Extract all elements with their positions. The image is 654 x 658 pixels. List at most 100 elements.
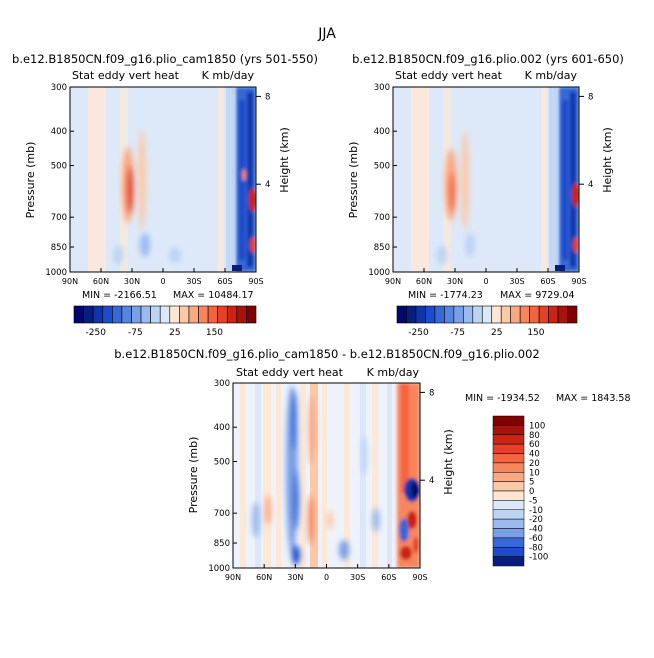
colorbar-label: -5 bbox=[529, 496, 537, 506]
colorbar-swatch bbox=[500, 305, 511, 324]
colorbar-label: -250 bbox=[408, 328, 429, 338]
colorbar-label: -10 bbox=[529, 506, 543, 516]
latitude-tick-label: 90N bbox=[225, 573, 241, 582]
colorbar-swatch bbox=[529, 305, 540, 324]
panel-1-max-label: MAX = 10484.17 bbox=[173, 290, 254, 301]
colorbar-swatch bbox=[434, 305, 445, 324]
panel-3-subtitle-right: K mb/day bbox=[367, 366, 420, 379]
height-tick-label: 8 bbox=[429, 388, 434, 398]
colorbar-swatch bbox=[444, 305, 455, 324]
colorbar-swatch bbox=[121, 305, 132, 324]
panel-1-colorbar: -250 -75 25 150 bbox=[73, 305, 257, 338]
latitude-tick-label: 90N bbox=[385, 277, 401, 286]
colorbar-label: 5 bbox=[529, 478, 534, 488]
latitude-tick-label: 90S bbox=[412, 573, 427, 582]
panel-1-subtitle-left: Stat eddy vert heat bbox=[72, 69, 180, 82]
panel-2-y2label: Height (km) bbox=[601, 127, 614, 193]
colorbar-label: -250 bbox=[86, 328, 107, 338]
pressure-tick-label: 300 bbox=[374, 83, 390, 93]
latitude-tick-label: 30S bbox=[509, 277, 524, 286]
panel-3-min-label: MIN = -1934.52 bbox=[465, 393, 540, 404]
height-tick-label: 8 bbox=[265, 92, 270, 102]
colorbar-swatch bbox=[481, 305, 493, 324]
colorbar-swatch bbox=[169, 305, 180, 324]
pressure-tick-label: 700 bbox=[214, 509, 230, 519]
pressure-tick-label: 300 bbox=[214, 379, 230, 389]
latitude-tick-label: 90S bbox=[571, 277, 586, 286]
colorbar-swatch bbox=[463, 305, 474, 324]
colorbar-swatch bbox=[492, 537, 525, 548]
colorbar-swatch bbox=[492, 518, 525, 529]
colorbar-label: 10 bbox=[529, 468, 540, 478]
panel-1-ylabel: Pressure (mb) bbox=[24, 142, 37, 219]
colorbar-swatch bbox=[425, 305, 436, 324]
panel-2-title: b.e12.B1850CN.f09_g16.plio.002 (yrs 601-… bbox=[352, 52, 624, 66]
colorbar-swatch bbox=[179, 305, 190, 324]
pressure-tick-label: 400 bbox=[214, 423, 230, 433]
pressure-tick-label: 500 bbox=[374, 161, 390, 171]
panel-1-title: b.e12.B1850CN.f09_g16.plio_cam1850 (yrs … bbox=[12, 52, 318, 66]
panel-2-subtitle-left: Stat eddy vert heat bbox=[395, 69, 503, 82]
colorbar-swatch bbox=[472, 305, 483, 324]
panel-2-subtitle-right: K mb/day bbox=[525, 69, 578, 82]
panel-2-ylabel: Pressure (mb) bbox=[347, 142, 360, 219]
latitude-tick-label: 90N bbox=[62, 277, 78, 286]
height-tick-label: 8 bbox=[588, 92, 593, 102]
latitude-tick-label: 30N bbox=[287, 573, 303, 582]
panel-2-min-label: MIN = -1774.23 bbox=[408, 290, 483, 301]
colorbar-label: -75 bbox=[128, 328, 143, 338]
panel-1-y2label: Height (km) bbox=[278, 127, 291, 193]
latitude-tick-label: 60S bbox=[381, 573, 396, 582]
colorbar-label: -60 bbox=[529, 534, 543, 544]
latitude-tick-label: 60S bbox=[540, 277, 555, 286]
pressure-tick-label: 850 bbox=[374, 243, 390, 253]
height-tick-label: 4 bbox=[429, 476, 434, 486]
height-tick-label: 4 bbox=[588, 180, 593, 190]
pressure-tick-label: 1000 bbox=[368, 268, 390, 278]
colorbar-swatch bbox=[159, 305, 171, 324]
latitude-tick-label: 90S bbox=[248, 277, 263, 286]
panel-2-colorbar: -250 -75 25 150 bbox=[396, 305, 578, 338]
pressure-tick-label: 300 bbox=[51, 83, 67, 93]
colorbar-swatch bbox=[246, 305, 257, 324]
latitude-tick-label: 30S bbox=[350, 573, 365, 582]
colorbar-label: 100 bbox=[529, 421, 545, 431]
latitude-tick-label: 0 bbox=[160, 277, 165, 286]
colorbar-label: 150 bbox=[206, 328, 223, 338]
pressure-tick-label: 700 bbox=[374, 213, 390, 223]
latitude-tick-label: 60N bbox=[416, 277, 432, 286]
colorbar-swatch bbox=[538, 305, 549, 324]
colorbar-swatch bbox=[548, 305, 559, 324]
colorbar-swatch bbox=[492, 434, 525, 445]
colorbar-swatch bbox=[492, 453, 525, 464]
colorbar-label: -20 bbox=[529, 515, 543, 525]
colorbar-swatch bbox=[491, 305, 502, 324]
colorbar-label: 20 bbox=[529, 459, 540, 469]
colorbar-swatch bbox=[83, 305, 94, 324]
latitude-tick-label: 0 bbox=[483, 277, 488, 286]
figure-title: JJA bbox=[317, 26, 336, 42]
panel-1-subtitle-right: K mb/day bbox=[202, 69, 255, 82]
panel-1-min-label: MIN = -2166.51 bbox=[82, 290, 157, 301]
colorbar-label: 60 bbox=[529, 440, 540, 450]
colorbar-swatch bbox=[492, 490, 525, 501]
panel-2: b.e12.B1850CN.f09_g16.plio.002 (yrs 601-… bbox=[347, 52, 624, 338]
pressure-tick-label: 1000 bbox=[208, 564, 230, 574]
pressure-tick-label: 850 bbox=[51, 243, 67, 253]
colorbar-swatch bbox=[492, 528, 525, 539]
colorbar-swatch bbox=[73, 305, 84, 324]
colorbar-swatch bbox=[492, 425, 525, 435]
colorbar-swatch bbox=[236, 305, 247, 324]
panel-3-ylabel: Pressure (mb) bbox=[187, 437, 200, 514]
latitude-tick-label: 60S bbox=[217, 277, 232, 286]
colorbar-swatch bbox=[207, 305, 218, 324]
colorbar-swatch bbox=[492, 443, 525, 454]
panel-2-max-label: MAX = 9729.04 bbox=[500, 290, 575, 301]
colorbar-swatch bbox=[557, 305, 568, 324]
colorbar-label: -40 bbox=[529, 525, 543, 535]
pressure-tick-label: 850 bbox=[214, 539, 230, 549]
latitude-tick-label: 0 bbox=[324, 573, 329, 582]
colorbar-swatch bbox=[492, 509, 525, 520]
colorbar-label: 40 bbox=[529, 450, 540, 460]
